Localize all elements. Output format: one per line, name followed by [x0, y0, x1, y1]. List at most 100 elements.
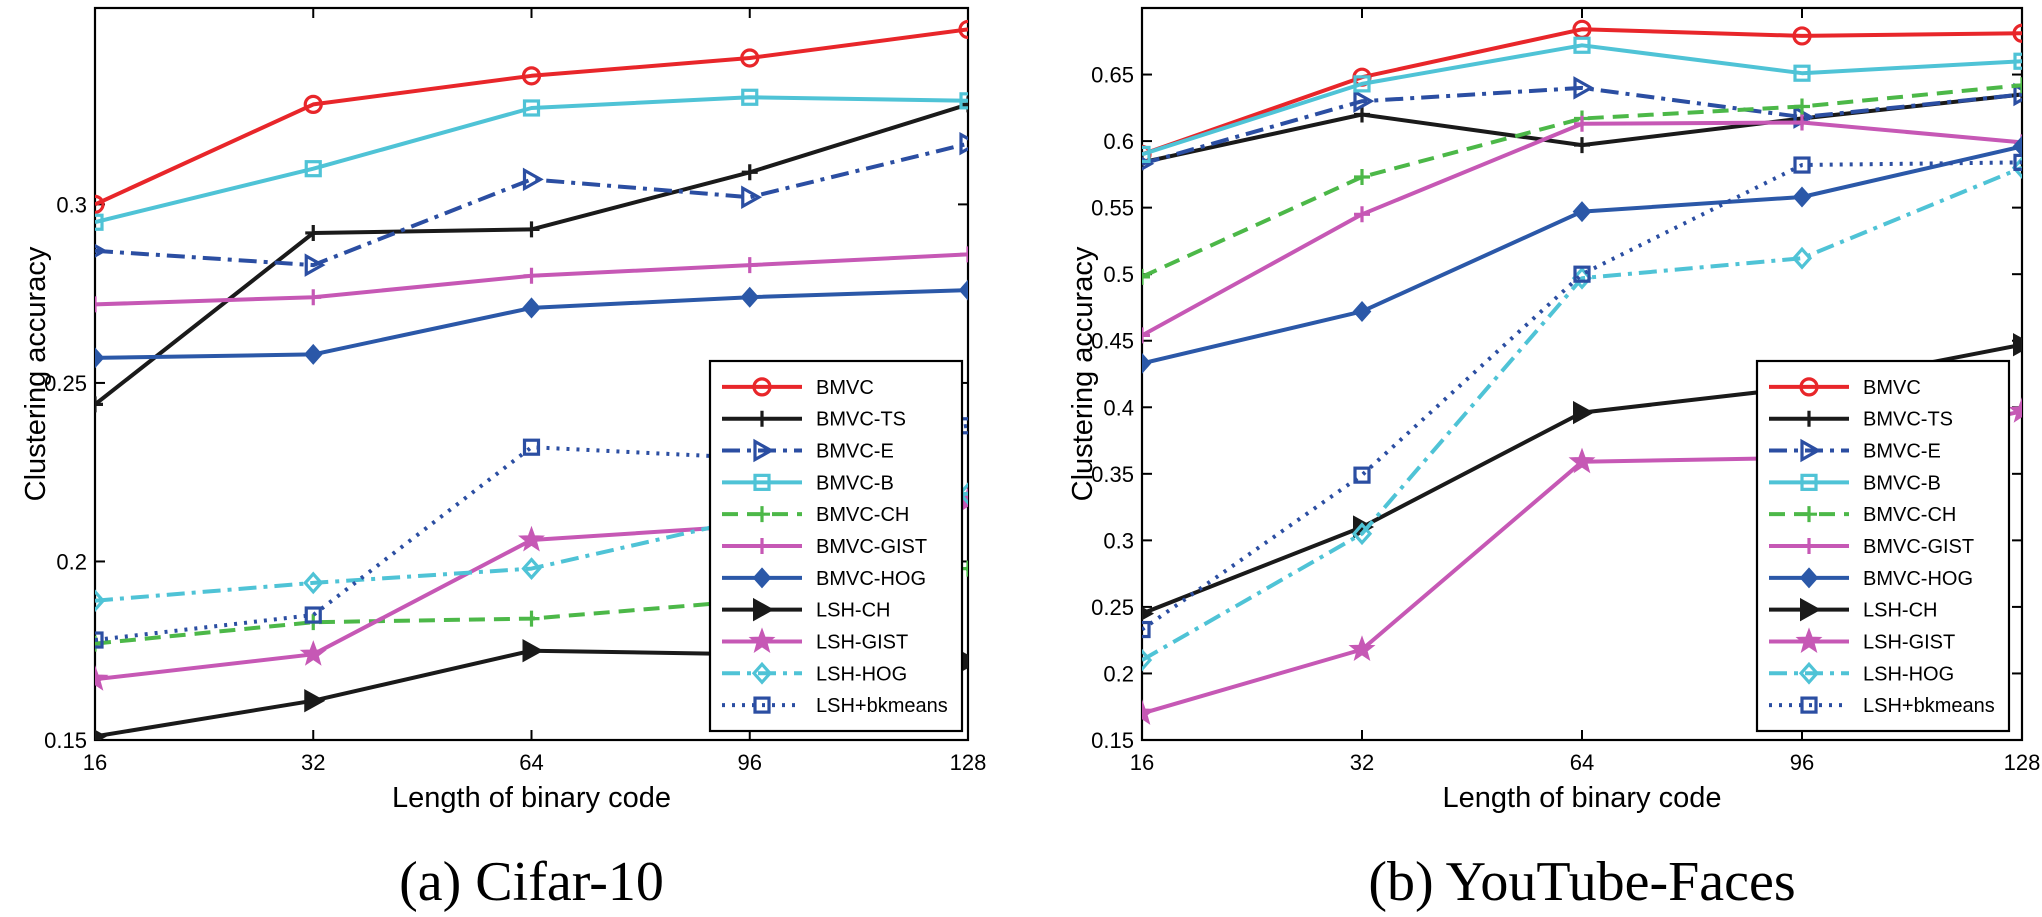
y-tick-label: 0.2	[56, 549, 87, 574]
data-point	[299, 640, 327, 666]
legend-label: LSH-CH	[816, 600, 890, 622]
legend-label: LSH-HOG	[816, 663, 907, 685]
data-point	[1142, 352, 1152, 374]
data-point	[522, 167, 544, 192]
legend-label: BMVC-CH	[1863, 504, 1956, 526]
data-point	[304, 606, 322, 624]
data-point	[1351, 522, 1373, 546]
data-point	[741, 164, 758, 181]
data-point	[740, 286, 760, 308]
legend: BMVC BMVC-TS BMVC-E BMVC-B BMVC-CH BMVC-GIST B…	[1755, 359, 2011, 733]
data-point	[95, 665, 109, 691]
legend-marker	[753, 597, 775, 622]
data-point	[304, 689, 326, 713]
data-point	[1573, 400, 1595, 425]
y-tick-label: 0.2	[1103, 661, 1134, 686]
x-tick-label: 96	[1790, 750, 1814, 775]
data-point	[1571, 266, 1593, 290]
x-tick-label: 32	[301, 750, 325, 775]
series-line-bmvc	[95, 27, 968, 207]
data-point	[523, 267, 540, 284]
data-point	[304, 253, 326, 277]
legend-marker	[1800, 597, 1822, 622]
y-tick-label: 0.5	[1103, 262, 1134, 287]
x-tick-label: 16	[1130, 750, 1154, 775]
legend-label: BMVC	[1863, 377, 1921, 399]
legend-marker	[1801, 410, 1817, 427]
data-point	[1354, 169, 1370, 186]
data-point	[1793, 64, 1811, 82]
data-point	[740, 48, 760, 68]
data-point	[521, 66, 542, 86]
legend: BMVC BMVC-TS BMVC-E BMVC-B BMVC-CH BMVC-GIST B…	[708, 359, 964, 733]
series-line-lsh-hog	[1142, 165, 2022, 662]
data-point	[305, 224, 322, 241]
legend-label: BMVC-CH	[816, 504, 909, 526]
panel-caption: (b) YouTube-Faces	[1368, 851, 1795, 913]
data-point	[1792, 186, 1812, 208]
data-point	[1142, 327, 1150, 344]
series-line-bmvc-e	[1142, 85, 2022, 166]
legend-marker	[1799, 377, 1819, 397]
legend-marker	[1799, 567, 1819, 589]
legend-label: BMVC-E	[1863, 441, 1941, 463]
data-point	[959, 92, 968, 110]
data-point	[95, 296, 103, 313]
data-point	[1348, 635, 1376, 661]
data-point	[95, 635, 103, 652]
data-point	[95, 589, 106, 613]
data-point	[1568, 447, 1596, 474]
legend-marker	[1798, 661, 1820, 685]
data-point	[1142, 648, 1153, 672]
legend-label: BMVC-GIST	[816, 536, 927, 558]
y-axis-label: Clustering accuracy	[20, 246, 52, 501]
data-point	[959, 131, 968, 156]
data-point	[522, 639, 544, 663]
data-point	[960, 246, 968, 263]
panel-caption: (a) Cifar-10	[399, 851, 664, 913]
y-tick-label: 0.65	[1091, 63, 1134, 88]
data-point	[741, 257, 758, 274]
data-point	[2013, 153, 2022, 171]
data-point	[1142, 145, 1151, 163]
legend-label: BMVC-TS	[1863, 409, 1953, 431]
legend-label: BMVC-B	[816, 472, 894, 494]
data-point	[95, 194, 105, 214]
data-point	[958, 19, 968, 40]
data-point	[304, 160, 322, 178]
data-point	[95, 243, 108, 258]
legend-label: BMVC-HOG	[1863, 568, 1973, 590]
data-point	[1354, 106, 1370, 123]
x-tick-label: 96	[738, 750, 762, 775]
y-tick-label: 0.15	[44, 728, 87, 753]
data-point	[1573, 36, 1591, 54]
data-point	[2013, 52, 2022, 70]
legend-marker	[753, 438, 775, 463]
legend-marker	[753, 696, 771, 714]
data-point	[2012, 23, 2022, 43]
legend-label: BMVC-TS	[816, 409, 906, 431]
data-point	[741, 88, 759, 106]
y-axis-label: Clustering accuracy	[1067, 246, 1099, 501]
legend-marker	[1800, 473, 1818, 491]
legend-marker	[754, 538, 770, 554]
legend-marker	[748, 627, 776, 653]
data-point	[522, 438, 541, 456]
data-point	[1573, 265, 1591, 283]
y-tick-label: 0.45	[1091, 329, 1134, 354]
data-point	[303, 94, 323, 115]
data-point	[1353, 89, 1375, 113]
data-point	[741, 185, 763, 209]
y-tick-label: 0.3	[1103, 528, 1134, 553]
legend-label: BMVC-GIST	[1863, 536, 1974, 558]
legend-marker	[1801, 506, 1817, 523]
data-point	[522, 99, 541, 117]
legend-marker	[1795, 627, 1823, 653]
data-point	[1573, 76, 1595, 100]
legend-marker	[754, 410, 770, 427]
data-point	[303, 343, 323, 365]
x-tick-label: 128	[950, 750, 987, 775]
data-point	[1792, 26, 1812, 46]
y-tick-label: 0.55	[1091, 196, 1134, 221]
